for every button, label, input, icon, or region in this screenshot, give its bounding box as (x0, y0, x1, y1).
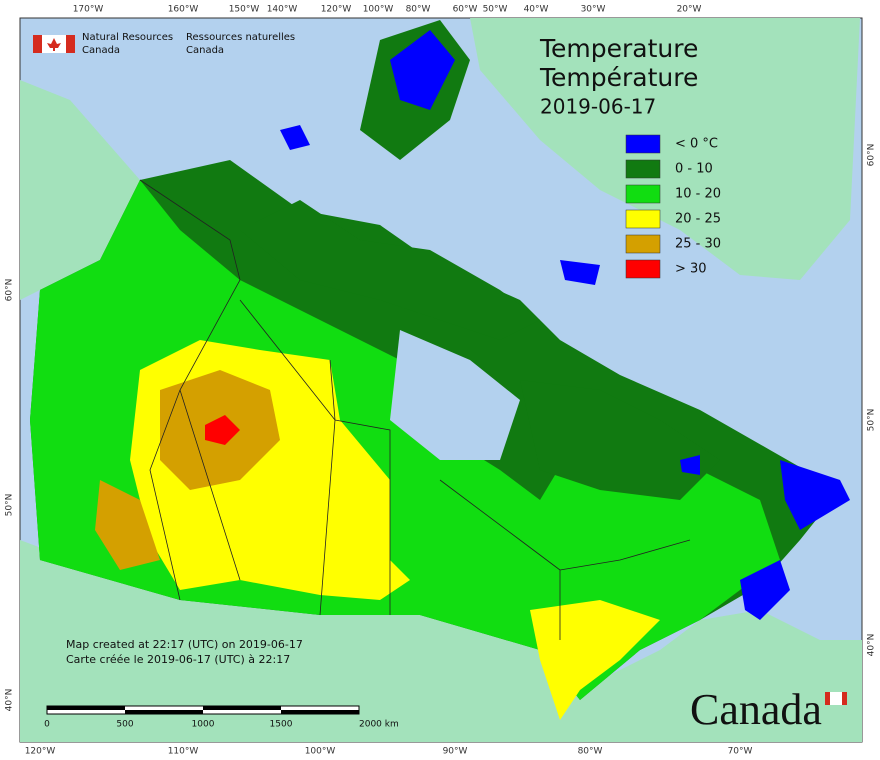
maple-leaf (47, 38, 61, 51)
notes: Map created at 22:17 (UTC) on 2019-06-17… (66, 638, 303, 666)
ice-nova-scotia (740, 560, 790, 620)
scale-segment (203, 706, 281, 710)
wordmark-flag (825, 692, 847, 705)
longitude-label: 80°W (578, 747, 603, 757)
longitude-label: 30°W (581, 5, 606, 15)
latitude-label: 40°N (5, 689, 15, 712)
longitude-label: 20°W (677, 5, 702, 15)
longitude-label: 140°W (267, 5, 298, 15)
note: Map created at 22:17 (UTC) on 2019-06-17 (66, 638, 303, 651)
latitude-label: 40°N (867, 634, 877, 657)
alaska (20, 80, 140, 300)
longitude-label: 50°W (483, 5, 508, 15)
latitude-label: 50°N (5, 494, 15, 517)
longitude-label: 60°W (453, 5, 478, 15)
scale-label: 2000 km (359, 720, 399, 730)
legend-swatch (625, 234, 661, 254)
longitude-label: 120°W (321, 5, 352, 15)
canada-wordmark: Canada (690, 685, 822, 734)
longitude-label: 100°W (305, 747, 336, 757)
wordmark: Canada (690, 685, 847, 734)
agency-fr: Ressources naturelles (186, 32, 295, 43)
longitude-label: 120°W (25, 747, 56, 757)
legend-swatch (625, 184, 661, 204)
flag-bar (33, 35, 42, 53)
longitude-label: 160°W (168, 5, 199, 15)
agency-en: Natural Resources (82, 32, 173, 43)
land (20, 18, 862, 742)
agency-fr: Canada (186, 45, 224, 56)
legend-label: < 0 °C (675, 137, 718, 152)
united-states (20, 540, 862, 742)
legend-swatch (625, 134, 661, 154)
title-en: Temperature (539, 34, 698, 63)
title-date: 2019-06-17 (540, 95, 656, 119)
zone-0-10-quebec (520, 380, 720, 500)
flag-bar (66, 35, 75, 53)
note: Carte créée le 2019-06-17 (UTC) à 22:17 (66, 653, 290, 666)
greenland (470, 18, 860, 280)
longitude-label: 80°W (406, 5, 431, 15)
scale-bar: 0 500 1000 1500 2000 km (44, 705, 399, 730)
boundary (139, 179, 241, 601)
latitude-label: 50°N (867, 409, 877, 432)
zone-25-30-west (95, 480, 160, 570)
agency-en: Canada (82, 45, 120, 56)
legend-label: > 30 (675, 262, 707, 277)
scale-segment (281, 710, 359, 714)
legend-label: 20 - 25 (675, 212, 721, 227)
zone-over-30 (205, 415, 240, 445)
longitude-label: 90°W (443, 747, 468, 757)
zone-20-25-east (530, 600, 660, 720)
legend-swatch (625, 159, 661, 179)
scale-label: 1000 (192, 720, 215, 730)
scale-label: 1500 (270, 720, 293, 730)
legend-label: 10 - 20 (675, 187, 721, 202)
legend-label: 0 - 10 (675, 162, 713, 177)
latitude-label: 60°N (5, 279, 15, 302)
legend-swatch (625, 209, 661, 229)
longitude-label: 70°W (728, 747, 753, 757)
arctic-islands (240, 200, 540, 340)
latitude-label: 60°N (867, 144, 877, 167)
legend-label: 25 - 30 (675, 237, 721, 252)
header: Natural Resources Canada Ressources natu… (33, 32, 295, 56)
wordmark-flag-bar (842, 692, 847, 705)
longitude-label: 100°W (363, 5, 394, 15)
hudson-bay (390, 330, 520, 460)
longitude-label: 170°W (73, 5, 104, 15)
boundary (439, 479, 691, 640)
boundary (179, 299, 391, 616)
scale-segment (47, 706, 125, 710)
title-fr: Température (539, 63, 698, 92)
title: Temperature Température 2019-06-17 (539, 34, 698, 119)
scale-segment (125, 710, 203, 714)
legend: < 0 °C 0 - 10 10 - 20 20 - 25 25 - 30 > 30 (625, 134, 721, 279)
scale-label: 500 (116, 720, 133, 730)
wordmark-flag-bar (825, 692, 830, 705)
graticule-labels: 170°W 160°W 150°W 140°W 120°W 100°W 80°W 60°W 50… (5, 5, 877, 757)
ice-newfoundland (780, 460, 850, 530)
longitude-label: 110°W (168, 747, 199, 757)
longitude-label: 40°W (524, 5, 549, 15)
boundaries (139, 179, 691, 640)
legend-swatch (625, 259, 661, 279)
ice-ellesmere (390, 30, 455, 110)
scale-label: 0 (44, 720, 50, 730)
longitude-label: 150°W (229, 5, 260, 15)
